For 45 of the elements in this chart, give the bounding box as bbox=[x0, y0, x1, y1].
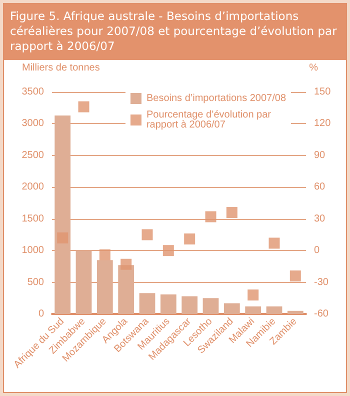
y-tick-label: 0 bbox=[38, 308, 44, 320]
y2-tick-label: 120 bbox=[314, 118, 332, 130]
y-tick-label: 500 bbox=[27, 276, 44, 288]
point bbox=[268, 238, 280, 249]
point bbox=[99, 249, 110, 260]
legend-label: Besoins d’importations 2007/08 bbox=[146, 93, 286, 104]
bar bbox=[54, 115, 71, 314]
bar bbox=[118, 265, 134, 314]
y2-tick-label: -60 bbox=[314, 308, 329, 320]
y-tick-label: 3000 bbox=[22, 118, 44, 130]
point bbox=[78, 101, 90, 112]
y-tick-label: 1000 bbox=[22, 245, 44, 256]
bar bbox=[139, 293, 156, 314]
point bbox=[120, 258, 132, 270]
y-tick-label: 2500 bbox=[22, 150, 44, 161]
point bbox=[184, 233, 196, 244]
point bbox=[162, 245, 174, 256]
bar bbox=[202, 298, 219, 314]
y-tick-label: 3500 bbox=[22, 86, 44, 98]
y-tick-label: 2000 bbox=[22, 182, 44, 193]
y2-tick-label: 150 bbox=[314, 86, 332, 98]
legend-label: Pourcentage d’évolution par rapport à 2006/07 bbox=[146, 110, 274, 130]
y-axis-title: Milliers de tonnes bbox=[22, 62, 100, 74]
point bbox=[226, 207, 238, 218]
bar bbox=[245, 306, 262, 314]
bar bbox=[160, 294, 176, 314]
point bbox=[205, 211, 216, 222]
y2-tick-label: 90 bbox=[314, 150, 326, 161]
chart-title: Figure 5. Afrique australe - Besoins d’importations céréalières pour 2007/08 et pourcentage d’évolution par rapport à 2006/07 bbox=[4, 4, 346, 60]
y2-tick-label: 60 bbox=[314, 182, 326, 193]
bar bbox=[182, 296, 198, 314]
y2-axis-title: % bbox=[309, 62, 318, 74]
point bbox=[290, 270, 301, 282]
point bbox=[142, 229, 153, 240]
y2-tick-label: 30 bbox=[314, 213, 326, 224]
bar bbox=[287, 310, 304, 314]
y-tick-label: 1500 bbox=[22, 213, 44, 224]
bar bbox=[266, 306, 282, 314]
point bbox=[248, 289, 259, 300]
y2-tick-label: -30 bbox=[314, 276, 329, 288]
bar bbox=[76, 250, 92, 314]
bar bbox=[224, 303, 240, 314]
bar bbox=[96, 260, 113, 314]
y2-tick-label: 0 bbox=[314, 245, 320, 256]
point bbox=[57, 232, 68, 244]
